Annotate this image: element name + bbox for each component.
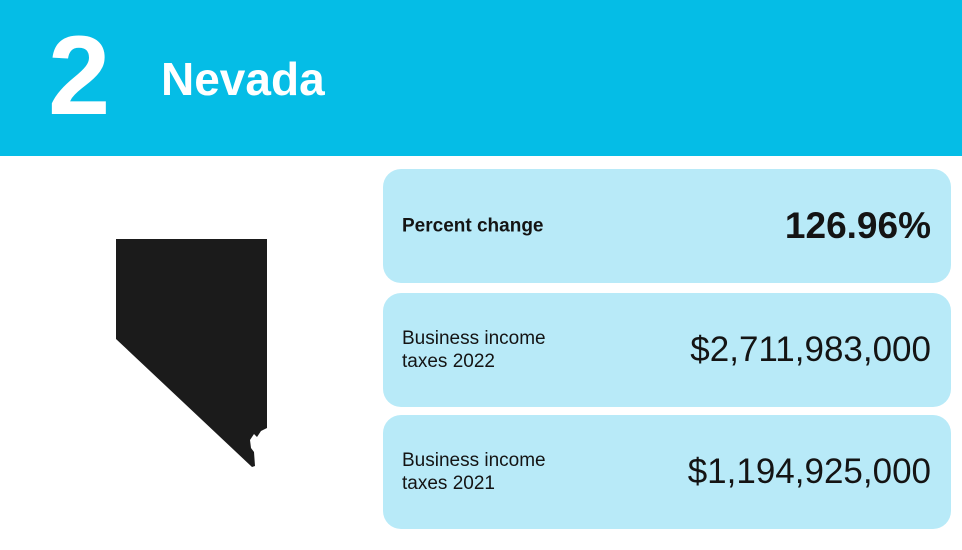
- stat-value: 126.96%: [784, 205, 931, 246]
- stat-label: Business income taxes 2021: [402, 450, 546, 494]
- rank-number: 2: [48, 13, 111, 138]
- nevada-map-svg: [116, 239, 267, 467]
- nevada-state-silhouette-icon: [114, 238, 270, 475]
- stat-card-percent-change: Percent change 126.96%: [383, 169, 951, 283]
- nevada-shape: [116, 239, 267, 467]
- stat-card-taxes-2021: Business income taxes 2021 $1,194,925,00…: [383, 415, 951, 529]
- stat-label: Percent change: [402, 215, 544, 237]
- stat-value: $1,194,925,000: [687, 452, 931, 491]
- stat-card-taxes-2022: Business income taxes 2022 $2,711,983,00…: [383, 293, 951, 407]
- stat-value: $2,711,983,000: [690, 330, 931, 369]
- stat-label: Business income taxes 2022: [402, 328, 546, 372]
- state-name: Nevada: [161, 53, 325, 105]
- header-banner: 2 Nevada: [0, 0, 962, 156]
